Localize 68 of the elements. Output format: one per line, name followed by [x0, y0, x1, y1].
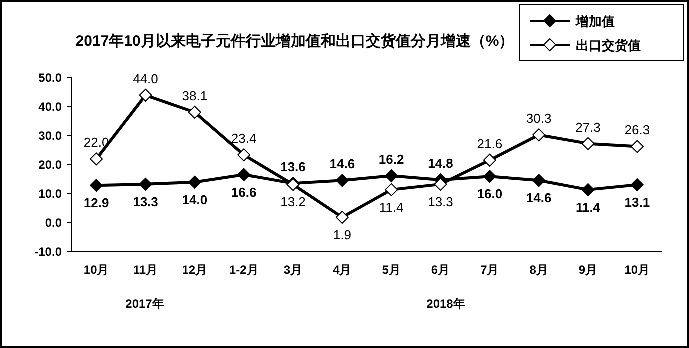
data-label: 13.3 — [133, 194, 158, 210]
data-label: 21.6 — [477, 136, 503, 152]
chart-title: 2017年10月以来电子元件行业增加值和出口交货值分月增速（%） — [76, 32, 514, 50]
x-tick-label: 7月 — [480, 263, 500, 277]
point — [90, 179, 104, 192]
point — [336, 210, 349, 224]
x-tick-label: 8月 — [530, 263, 548, 277]
point — [139, 178, 152, 191]
data-label: 14.6 — [526, 190, 552, 206]
point — [188, 176, 202, 189]
point — [336, 174, 349, 188]
y-tick-label: -10.0 — [34, 245, 62, 259]
y-tick-label: 20.0 — [38, 158, 62, 172]
point — [139, 88, 152, 102]
point — [385, 183, 398, 196]
data-label: 26.3 — [624, 122, 650, 138]
point — [238, 168, 251, 182]
x-tick-label: 12月 — [182, 263, 208, 277]
data-label: 16.6 — [231, 184, 257, 200]
x-tick-label: 11月 — [133, 263, 158, 277]
x-tick-label: 10月 — [624, 263, 650, 277]
point — [532, 174, 546, 188]
x-tick-label: 3月 — [284, 263, 303, 277]
x-tick-label: 5月 — [382, 263, 401, 277]
data-label: 13.1 — [624, 195, 650, 210]
data-label: 11.4 — [576, 200, 602, 215]
y-tick-label: 10.0 — [38, 187, 62, 201]
point — [630, 140, 644, 154]
point — [582, 137, 595, 150]
point — [483, 154, 496, 167]
point — [483, 170, 496, 184]
data-label: 11.4 — [379, 200, 404, 215]
data-label: 14.8 — [428, 156, 454, 172]
data-label: 16.0 — [477, 186, 503, 202]
x-tick-label: 4月 — [333, 263, 352, 277]
y-tick-label: 30.0 — [38, 129, 62, 143]
data-label: 13.3 — [428, 194, 454, 210]
data-label: 27.3 — [576, 120, 601, 135]
y-tick-label: 50.0 — [38, 71, 62, 85]
data-label: 14.6 — [330, 156, 356, 172]
x-tick-label: 10月 — [84, 263, 110, 277]
y-tick-label: 40.0 — [38, 100, 62, 114]
legend-label: 增加值 — [575, 14, 615, 29]
point — [238, 148, 251, 162]
data-label: 38.1 — [182, 88, 208, 104]
data-label: 12.9 — [84, 196, 110, 211]
point — [385, 170, 398, 183]
y-tick-label: 0.0 — [45, 216, 62, 230]
x-tick-label: 1-2月 — [229, 263, 259, 277]
point — [188, 106, 202, 120]
data-label: 1.9 — [333, 227, 352, 242]
data-label: 13.2 — [280, 194, 306, 210]
text: 2018年 — [426, 297, 466, 311]
point — [532, 128, 546, 142]
data-label: 44.0 — [133, 71, 158, 86]
point — [90, 152, 104, 166]
x-tick-label: 9月 — [578, 263, 598, 277]
data-label: 14.0 — [182, 192, 208, 208]
x-tick-label: 6月 — [431, 263, 450, 277]
data-label: 30.3 — [526, 111, 552, 126]
text: 2017年 — [126, 297, 164, 311]
point — [434, 178, 448, 191]
legend-label: 出口交货值 — [576, 38, 641, 53]
data-label: 23.4 — [231, 131, 257, 146]
data-label: 16.2 — [378, 152, 404, 168]
point — [582, 183, 595, 196]
point — [630, 178, 644, 192]
data-label: 13.6 — [280, 160, 306, 175]
